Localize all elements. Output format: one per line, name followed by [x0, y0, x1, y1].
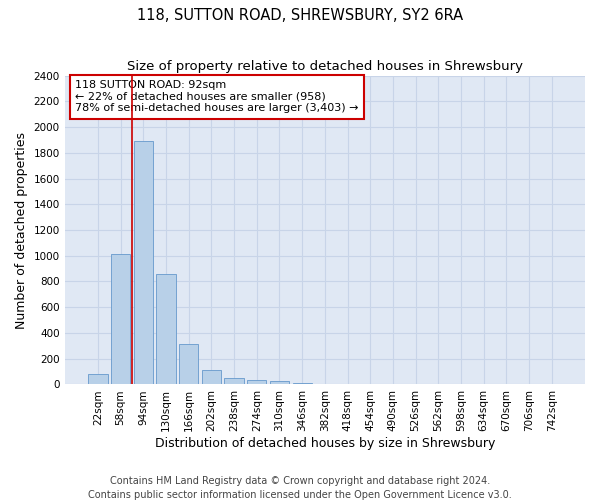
- Bar: [111, 254, 130, 384]
- Bar: [247, 380, 266, 384]
- Text: Contains HM Land Registry data © Crown copyright and database right 2024.
Contai: Contains HM Land Registry data © Crown c…: [88, 476, 512, 500]
- Title: Size of property relative to detached houses in Shrewsbury: Size of property relative to detached ho…: [127, 60, 523, 73]
- Bar: [179, 344, 199, 385]
- Bar: [224, 378, 244, 384]
- Bar: [88, 374, 107, 384]
- Bar: [134, 140, 153, 384]
- Bar: [202, 370, 221, 384]
- Bar: [293, 383, 312, 384]
- Text: 118, SUTTON ROAD, SHREWSBURY, SY2 6RA: 118, SUTTON ROAD, SHREWSBURY, SY2 6RA: [137, 8, 463, 22]
- X-axis label: Distribution of detached houses by size in Shrewsbury: Distribution of detached houses by size …: [155, 437, 495, 450]
- Bar: [270, 381, 289, 384]
- Y-axis label: Number of detached properties: Number of detached properties: [15, 132, 28, 328]
- Bar: [157, 274, 176, 384]
- Text: 118 SUTTON ROAD: 92sqm
← 22% of detached houses are smaller (958)
78% of semi-de: 118 SUTTON ROAD: 92sqm ← 22% of detached…: [75, 80, 359, 114]
